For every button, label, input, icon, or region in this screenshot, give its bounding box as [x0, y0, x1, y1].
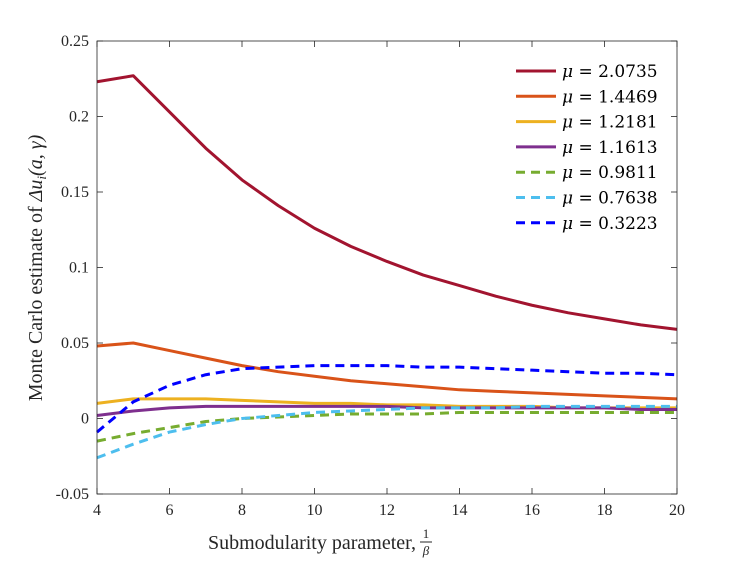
- series-line-2: [96, 341, 678, 401]
- x-tick-label: 16: [524, 502, 540, 519]
- x-tick-label: 10: [307, 502, 323, 519]
- x-tick-label: 14: [452, 502, 468, 519]
- x-tick-label: 18: [597, 502, 613, 519]
- x-tick-label: 20: [669, 502, 685, 519]
- x-axis-title: Submodularity parameter,: [208, 532, 416, 554]
- y-tick-label: -0.05: [56, 486, 89, 503]
- y-tick-label: 0.25: [61, 33, 89, 50]
- series-line-5: [96, 410, 677, 443]
- series-line-4: [96, 404, 677, 417]
- legend-label-4: μ = 1.1613: [562, 138, 658, 158]
- y-axis-ticks: -0.05 0 0.05 0.1 0.15 0.2 0.25: [56, 33, 677, 503]
- x-axis-title-fraction: 1 β: [420, 526, 432, 558]
- y-axis-title: Monte Carlo estimate of Δui(a, γ): [25, 134, 49, 401]
- y-axis-title-args: (a, γ): [25, 134, 47, 176]
- legend-label-5: μ = 0.9811: [562, 163, 658, 183]
- x-tick-label: 6: [166, 502, 174, 519]
- legend-label-1: μ = 2.0735: [562, 62, 658, 82]
- x-axis-fraction-denominator: β: [422, 543, 430, 558]
- legend-label-2: μ = 1.4469: [562, 87, 658, 107]
- series-line-7: [96, 364, 678, 434]
- y-tick-label: 0.2: [69, 109, 89, 126]
- y-tick-label: 0.15: [61, 184, 89, 201]
- x-tick-label: 8: [238, 502, 246, 519]
- legend: μ = 2.0735 μ = 1.4469 μ = 1.2181 μ = 1.1613…: [505, 56, 667, 234]
- x-tick-label: 12: [379, 502, 395, 519]
- legend-label-3: μ = 1.2181: [562, 113, 658, 133]
- y-axis-title-prefix: Monte Carlo estimate of: [25, 206, 47, 401]
- legend-label-6: μ = 0.7638: [562, 189, 658, 209]
- plot-lines: [96, 74, 678, 460]
- y-axis-title-subscript: i: [34, 176, 49, 180]
- series-line-1: [96, 74, 678, 331]
- legend-box: [505, 56, 667, 234]
- x-axis-ticks: 4 6 8 10 12 14 16 18 20: [93, 41, 685, 519]
- y-tick-label: 0: [81, 411, 89, 428]
- y-axis-title-math: Δu: [25, 180, 47, 203]
- x-tick-label: 4: [93, 502, 101, 519]
- y-tick-label: 0.05: [61, 335, 89, 352]
- x-axis-fraction-numerator: 1: [423, 526, 430, 541]
- legend-label-7: μ = 0.3223: [562, 214, 658, 234]
- y-tick-label: 0.1: [69, 260, 89, 277]
